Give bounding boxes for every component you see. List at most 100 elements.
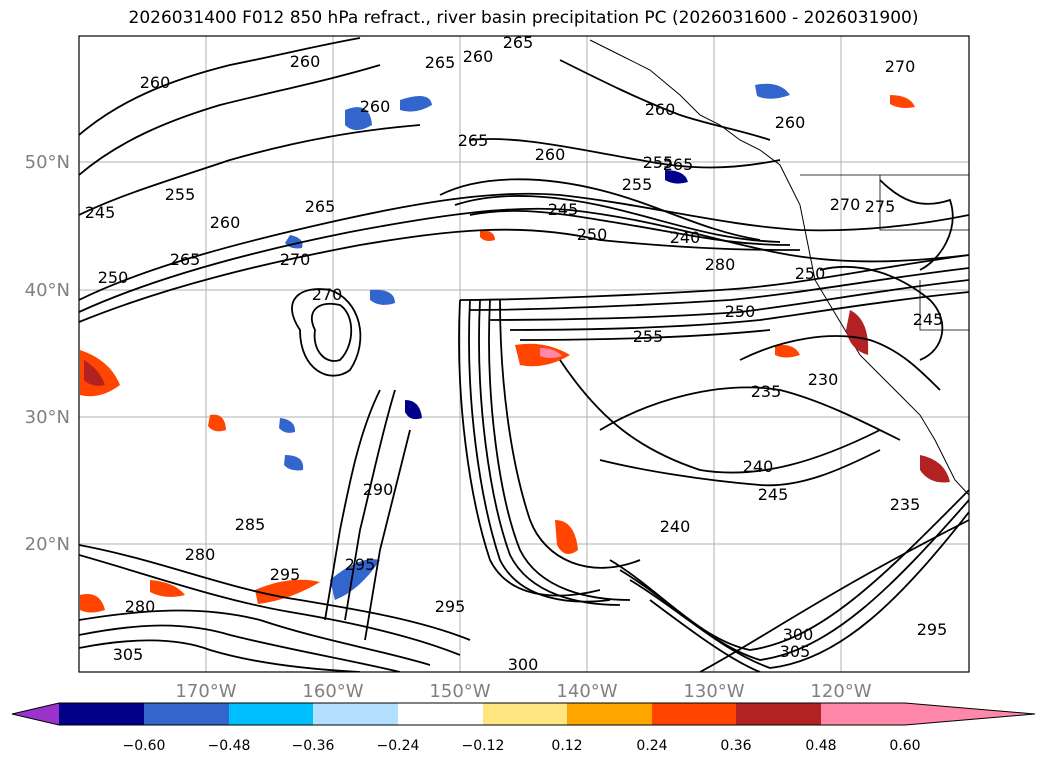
contour-label: 295 xyxy=(917,620,948,639)
colorbar-tick-label: 0.24 xyxy=(636,738,667,754)
contour-line xyxy=(819,266,944,361)
colorbar-swatch xyxy=(59,703,144,725)
colorbar-tick-label: 0.48 xyxy=(805,738,836,754)
contour-label: 260 xyxy=(645,100,676,119)
precip-blob xyxy=(775,344,800,358)
plot-frame xyxy=(78,35,970,673)
contour-line xyxy=(344,389,396,621)
contour-label: 275 xyxy=(865,197,896,216)
contour-label: 265 xyxy=(305,197,336,216)
contour-label: 295 xyxy=(270,565,301,584)
contour-line xyxy=(79,554,461,656)
colorbar: −0.60 −0.48 −0.36 −0.24 −0.12 0.12 0.24 … xyxy=(11,702,1036,754)
contour-label: 265 xyxy=(170,250,201,269)
contour-line xyxy=(629,511,969,669)
contour-line xyxy=(469,209,791,246)
contour-label: 245 xyxy=(85,203,116,222)
colorbar-extend-low xyxy=(12,703,59,725)
contour-label: 255 xyxy=(633,327,664,346)
precip-blob xyxy=(755,83,790,99)
precip-blob xyxy=(665,170,688,184)
precip-blob xyxy=(80,350,120,397)
contour-label: 250 xyxy=(98,268,129,287)
precip-blob xyxy=(405,400,422,420)
contour-label: 260 xyxy=(360,97,391,116)
precip-blob xyxy=(330,559,380,600)
contour-label: 305 xyxy=(113,645,144,664)
contour-label: 280 xyxy=(705,255,736,274)
precip-blob xyxy=(150,580,185,597)
colorbar-tick-label: 0.60 xyxy=(889,738,920,754)
contour-line xyxy=(469,267,969,311)
contour-line xyxy=(79,228,801,323)
colorbar-swatch xyxy=(652,703,736,725)
colorbar-tick-label: −0.24 xyxy=(377,738,420,754)
contour-line xyxy=(79,37,361,136)
contour-label: 285 xyxy=(235,515,266,534)
contour-line xyxy=(79,609,431,666)
contour-line xyxy=(79,207,969,313)
colorbar-swatch xyxy=(313,703,398,725)
colorbar-tick-label: −0.12 xyxy=(462,738,505,754)
colorbar-swatch xyxy=(567,703,652,725)
contour-label: 240 xyxy=(743,457,774,476)
contour-label: 230 xyxy=(808,370,839,389)
contour-label: 255 xyxy=(622,175,653,194)
coastline xyxy=(589,39,969,496)
colorbar-tick-label: 0.12 xyxy=(551,738,582,754)
contour-line xyxy=(454,195,781,243)
contour-line xyxy=(509,291,969,331)
contour-line xyxy=(79,544,471,641)
contour-label: 280 xyxy=(125,597,156,616)
contour-line xyxy=(324,389,381,621)
contour-line xyxy=(458,299,601,597)
contour-line xyxy=(879,179,954,271)
contour-line xyxy=(79,124,421,216)
border-line xyxy=(800,174,969,331)
contour-line xyxy=(79,639,361,672)
colorbar-extend-high xyxy=(905,703,1035,725)
contour-label: 295 xyxy=(435,597,466,616)
precip-blob xyxy=(345,107,372,130)
contour-line xyxy=(649,599,761,672)
precip-blob xyxy=(84,360,105,386)
lon-label-170w: 170°W xyxy=(175,681,236,702)
contour-label: 260 xyxy=(290,52,321,71)
precip-blob xyxy=(480,230,495,241)
precip-blob xyxy=(540,348,562,358)
contour-label: 245 xyxy=(758,485,789,504)
contour-label: 240 xyxy=(670,228,701,247)
contour-label: 245 xyxy=(548,200,579,219)
colorbar-swatch xyxy=(483,703,567,725)
precip-blob xyxy=(890,95,915,108)
precip-blob xyxy=(208,414,226,432)
precip-blob xyxy=(846,310,869,355)
contour-line xyxy=(488,299,631,601)
contour-label: 250 xyxy=(725,302,756,321)
contour-label: 265 xyxy=(503,33,534,52)
contour-line xyxy=(619,499,969,661)
lat-label-20n: 20°N xyxy=(25,534,70,555)
colorbar-tick-label: −0.36 xyxy=(292,738,335,754)
contour-line xyxy=(79,624,401,672)
contour-labels: 265 260 260 265 260 255 260 250 245 260 … xyxy=(85,33,948,674)
contour-label: 235 xyxy=(751,382,782,401)
contour-label: 250 xyxy=(795,264,826,283)
precip-blob xyxy=(284,455,304,471)
colorbar-tick-label: −0.48 xyxy=(208,738,251,754)
lon-label-140w: 140°W xyxy=(556,681,617,702)
precip-blob xyxy=(80,594,105,613)
precip-blob xyxy=(279,418,296,433)
contour-line xyxy=(478,299,621,606)
lat-labels: 50°N 40°N 30°N 20°N xyxy=(25,152,70,555)
contour-line xyxy=(364,429,411,641)
contour-label: 260 xyxy=(463,47,494,66)
precip-blob xyxy=(370,289,395,305)
contour-label: 235 xyxy=(890,495,921,514)
contour-line xyxy=(699,519,969,672)
contour-line xyxy=(599,449,881,487)
contour-label: 245 xyxy=(913,310,944,329)
contour-line xyxy=(559,359,881,474)
contour-line xyxy=(459,254,969,301)
